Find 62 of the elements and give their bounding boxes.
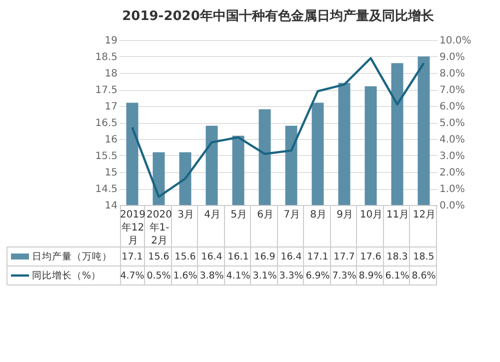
y2-tick-label: 8.0% bbox=[440, 68, 465, 80]
line-series bbox=[131, 57, 425, 198]
data-label: 15.6 bbox=[174, 252, 196, 262]
x-tick-label: 6月 bbox=[257, 210, 274, 220]
y-tick-label: 18 bbox=[104, 68, 118, 80]
data-label: 18.3 bbox=[386, 252, 408, 262]
y-tick-label: 16 bbox=[104, 134, 118, 146]
y-tick-label: 19 bbox=[104, 36, 118, 46]
y2-tick-label: 4.0% bbox=[440, 134, 465, 146]
y-tick-label: 16.5 bbox=[95, 118, 118, 129]
y2-tick-label: 0.0% bbox=[440, 200, 465, 212]
data-label: 0.5% bbox=[146, 270, 171, 282]
data-label: 16.9 bbox=[254, 252, 276, 262]
x-tick-label: 2019年12月 bbox=[120, 210, 146, 246]
data-label: 6.9% bbox=[306, 270, 330, 282]
data-label: 17.1 bbox=[307, 252, 328, 262]
data-label: 8.9% bbox=[358, 270, 383, 282]
data-label: 17.1 bbox=[122, 252, 143, 262]
data-label: 8.6% bbox=[412, 270, 436, 282]
data-label: 3.3% bbox=[279, 270, 304, 282]
y2-tick-label: 9.0% bbox=[440, 52, 465, 63]
y-tick-label: 15 bbox=[104, 168, 118, 178]
y2-tick-label: 1.0% bbox=[440, 184, 465, 195]
x-tick-label: 3月 bbox=[178, 210, 194, 220]
data-label: 15.6 bbox=[148, 252, 170, 262]
data-label: 17.6 bbox=[360, 252, 382, 262]
y2-tick-label: 10.0% bbox=[440, 36, 472, 46]
data-label: 17.7 bbox=[334, 252, 355, 262]
y2-tick-label: 3.0% bbox=[440, 151, 465, 162]
legend-label: 日均产量（万吨） bbox=[32, 250, 112, 262]
x-tick-label: 7月 bbox=[284, 210, 300, 220]
x-tick-label: 4月 bbox=[204, 210, 220, 220]
x-tick-label: 5月 bbox=[230, 210, 247, 220]
data-label: 3.1% bbox=[252, 270, 277, 282]
x-tick-label: 12月 bbox=[412, 210, 436, 220]
x-tick-label: 10月 bbox=[360, 210, 383, 220]
data-label: 16.1 bbox=[228, 252, 249, 262]
legend-label: 同比增长（%） bbox=[32, 270, 102, 282]
data-label: 18.5 bbox=[413, 252, 434, 262]
y-tick-label: 18.5 bbox=[95, 52, 118, 63]
chart-title: 2019-2020年中国十种有色金属日均产量及同比增长 bbox=[122, 8, 435, 24]
y-tick-label: 14.5 bbox=[95, 184, 118, 195]
data-label: 6.1% bbox=[385, 270, 410, 282]
y2-tick-label: 5.0% bbox=[440, 118, 465, 129]
y-tick-label: 14 bbox=[104, 200, 118, 212]
x-tick-label: 8月 bbox=[310, 210, 326, 220]
data-label: 4.7% bbox=[120, 270, 144, 282]
data-label: 7.3% bbox=[332, 270, 356, 282]
data-label: 16.4 bbox=[201, 252, 222, 262]
y2-tick-label: 7.0% bbox=[440, 85, 465, 96]
data-label: 3.8% bbox=[200, 270, 224, 282]
x-tick-label: 2020年1-2月 bbox=[146, 210, 172, 246]
data-label: 4.1% bbox=[226, 270, 250, 282]
y2-tick-label: 2.0% bbox=[440, 168, 465, 178]
data-label: 16.4 bbox=[280, 252, 302, 262]
x-tick-label: 9月 bbox=[336, 210, 353, 220]
data-label: 1.6% bbox=[173, 270, 198, 282]
y-tick-label: 17 bbox=[104, 102, 118, 112]
x-tick-label: 11月 bbox=[386, 210, 410, 220]
y-tick-label: 15.5 bbox=[95, 151, 118, 162]
y2-tick-label: 6.0% bbox=[440, 102, 465, 112]
y-tick-label: 17.5 bbox=[95, 85, 118, 96]
